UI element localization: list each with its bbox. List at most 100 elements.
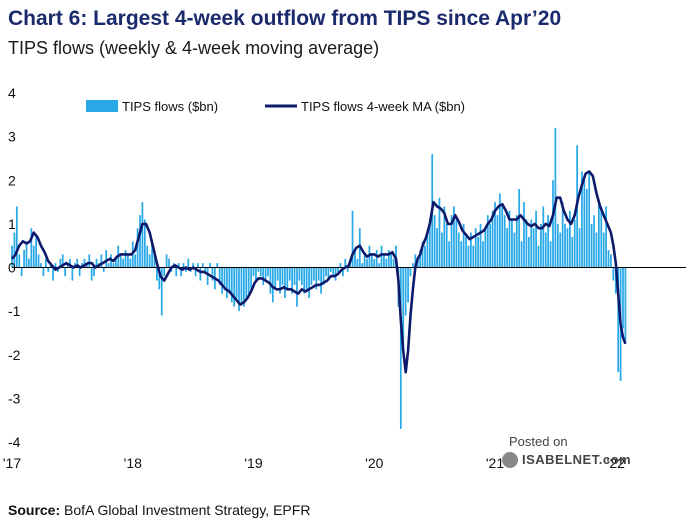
bar-7 bbox=[28, 258, 30, 268]
x-tick-5: '22 bbox=[607, 455, 625, 471]
bar-189 bbox=[467, 245, 470, 268]
bar-56 bbox=[146, 245, 149, 268]
bar-152 bbox=[378, 263, 380, 268]
bar-203 bbox=[501, 206, 504, 268]
bar-198 bbox=[489, 223, 492, 268]
bar-106 bbox=[267, 267, 269, 277]
bar-17 bbox=[52, 267, 54, 281]
bar-217 bbox=[535, 210, 537, 268]
bar-72 bbox=[185, 267, 187, 272]
bar-37 bbox=[100, 254, 103, 268]
bar-232 bbox=[571, 236, 574, 268]
bar-57 bbox=[148, 254, 151, 268]
bar-95 bbox=[240, 267, 243, 303]
bar-54 bbox=[141, 202, 144, 268]
bar-108 bbox=[271, 267, 274, 303]
bar-207 bbox=[511, 219, 513, 268]
bar-114 bbox=[286, 267, 289, 290]
bar-191 bbox=[472, 245, 475, 268]
x-axis-ticks: '17 '18 '19 '20 '21 '22 bbox=[3, 455, 625, 471]
bar-173 bbox=[428, 219, 431, 268]
bar-204 bbox=[503, 215, 506, 268]
bar-181 bbox=[448, 241, 450, 268]
bar-201 bbox=[496, 215, 499, 268]
bar-2 bbox=[15, 206, 18, 268]
x-tick-2: '19 bbox=[244, 455, 262, 471]
bar-65 bbox=[168, 258, 170, 268]
bar-71 bbox=[182, 263, 185, 268]
bar-42 bbox=[112, 263, 115, 268]
y-tick-3: 1 bbox=[8, 216, 16, 232]
bar-178 bbox=[441, 232, 443, 268]
bar-20 bbox=[59, 258, 62, 268]
bar-103 bbox=[259, 267, 262, 277]
bar-78 bbox=[199, 267, 202, 281]
bar-14 bbox=[44, 258, 47, 268]
bar-60 bbox=[156, 267, 158, 281]
bar-154 bbox=[383, 254, 385, 268]
bar-155 bbox=[385, 258, 388, 268]
bar-213 bbox=[525, 219, 528, 268]
bar-13 bbox=[42, 267, 45, 277]
watermark-logo-icon bbox=[502, 452, 518, 468]
bar-123 bbox=[308, 267, 310, 299]
bar-194 bbox=[479, 223, 482, 268]
bar-218 bbox=[537, 245, 540, 268]
bar-68 bbox=[175, 267, 178, 277]
bar-161 bbox=[399, 267, 402, 429]
tips-flows-bars bbox=[11, 127, 627, 429]
bar-121 bbox=[303, 267, 306, 294]
bar-151 bbox=[375, 250, 378, 268]
bar-222 bbox=[547, 215, 550, 268]
bar-231 bbox=[569, 210, 571, 268]
bar-101 bbox=[255, 267, 257, 281]
bar-99 bbox=[250, 267, 252, 290]
bar-9 bbox=[32, 245, 35, 268]
bar-52 bbox=[136, 228, 139, 268]
y-tick-1: 3 bbox=[8, 129, 16, 145]
bar-125 bbox=[313, 267, 315, 281]
bar-150 bbox=[373, 258, 376, 268]
bar-139 bbox=[346, 267, 349, 272]
y-tick-0: 4 bbox=[8, 85, 16, 101]
chart-subtitle: TIPS flows (weekly & 4-week moving avera… bbox=[8, 38, 380, 58]
tips-flows-chart: 4 3 2 1 0 -1 -2 -3 -4 '17 '18 '19 '20 '21 '22 TIPS fl… bbox=[3, 85, 686, 471]
bar-64 bbox=[165, 254, 168, 268]
bar-122 bbox=[305, 267, 308, 290]
y-tick-7: -3 bbox=[8, 390, 21, 406]
bar-153 bbox=[380, 245, 383, 268]
bar-228 bbox=[561, 202, 564, 268]
bar-110 bbox=[276, 267, 279, 281]
y-tick-2: 2 bbox=[8, 172, 16, 188]
bar-82 bbox=[209, 263, 211, 268]
bar-18 bbox=[54, 263, 57, 268]
bar-221 bbox=[544, 232, 547, 268]
bar-183 bbox=[453, 206, 455, 268]
bar-179 bbox=[443, 206, 446, 268]
bar-97 bbox=[245, 267, 248, 299]
bar-127 bbox=[317, 267, 320, 281]
bar-12 bbox=[40, 263, 42, 268]
bar-171 bbox=[424, 245, 426, 268]
bar-33 bbox=[90, 267, 93, 281]
watermark-line2: ISABELNET.com bbox=[522, 452, 632, 467]
bar-162 bbox=[402, 267, 405, 347]
source-label: Source: bbox=[8, 502, 61, 518]
bar-62 bbox=[160, 267, 163, 316]
bar-113 bbox=[284, 267, 286, 299]
bar-112 bbox=[281, 267, 284, 285]
bar-223 bbox=[549, 241, 552, 268]
bar-22 bbox=[64, 267, 66, 277]
bar-215 bbox=[530, 219, 533, 268]
bar-141 bbox=[351, 210, 354, 268]
bar-233 bbox=[573, 219, 576, 268]
bar-130 bbox=[325, 267, 327, 277]
bar-238 bbox=[585, 188, 588, 268]
bar-187 bbox=[462, 223, 465, 268]
bar-93 bbox=[235, 267, 238, 299]
bar-165 bbox=[409, 267, 412, 277]
bar-248 bbox=[610, 254, 612, 268]
bar-87 bbox=[221, 267, 223, 294]
bar-214 bbox=[527, 236, 530, 268]
bar-129 bbox=[322, 267, 325, 285]
